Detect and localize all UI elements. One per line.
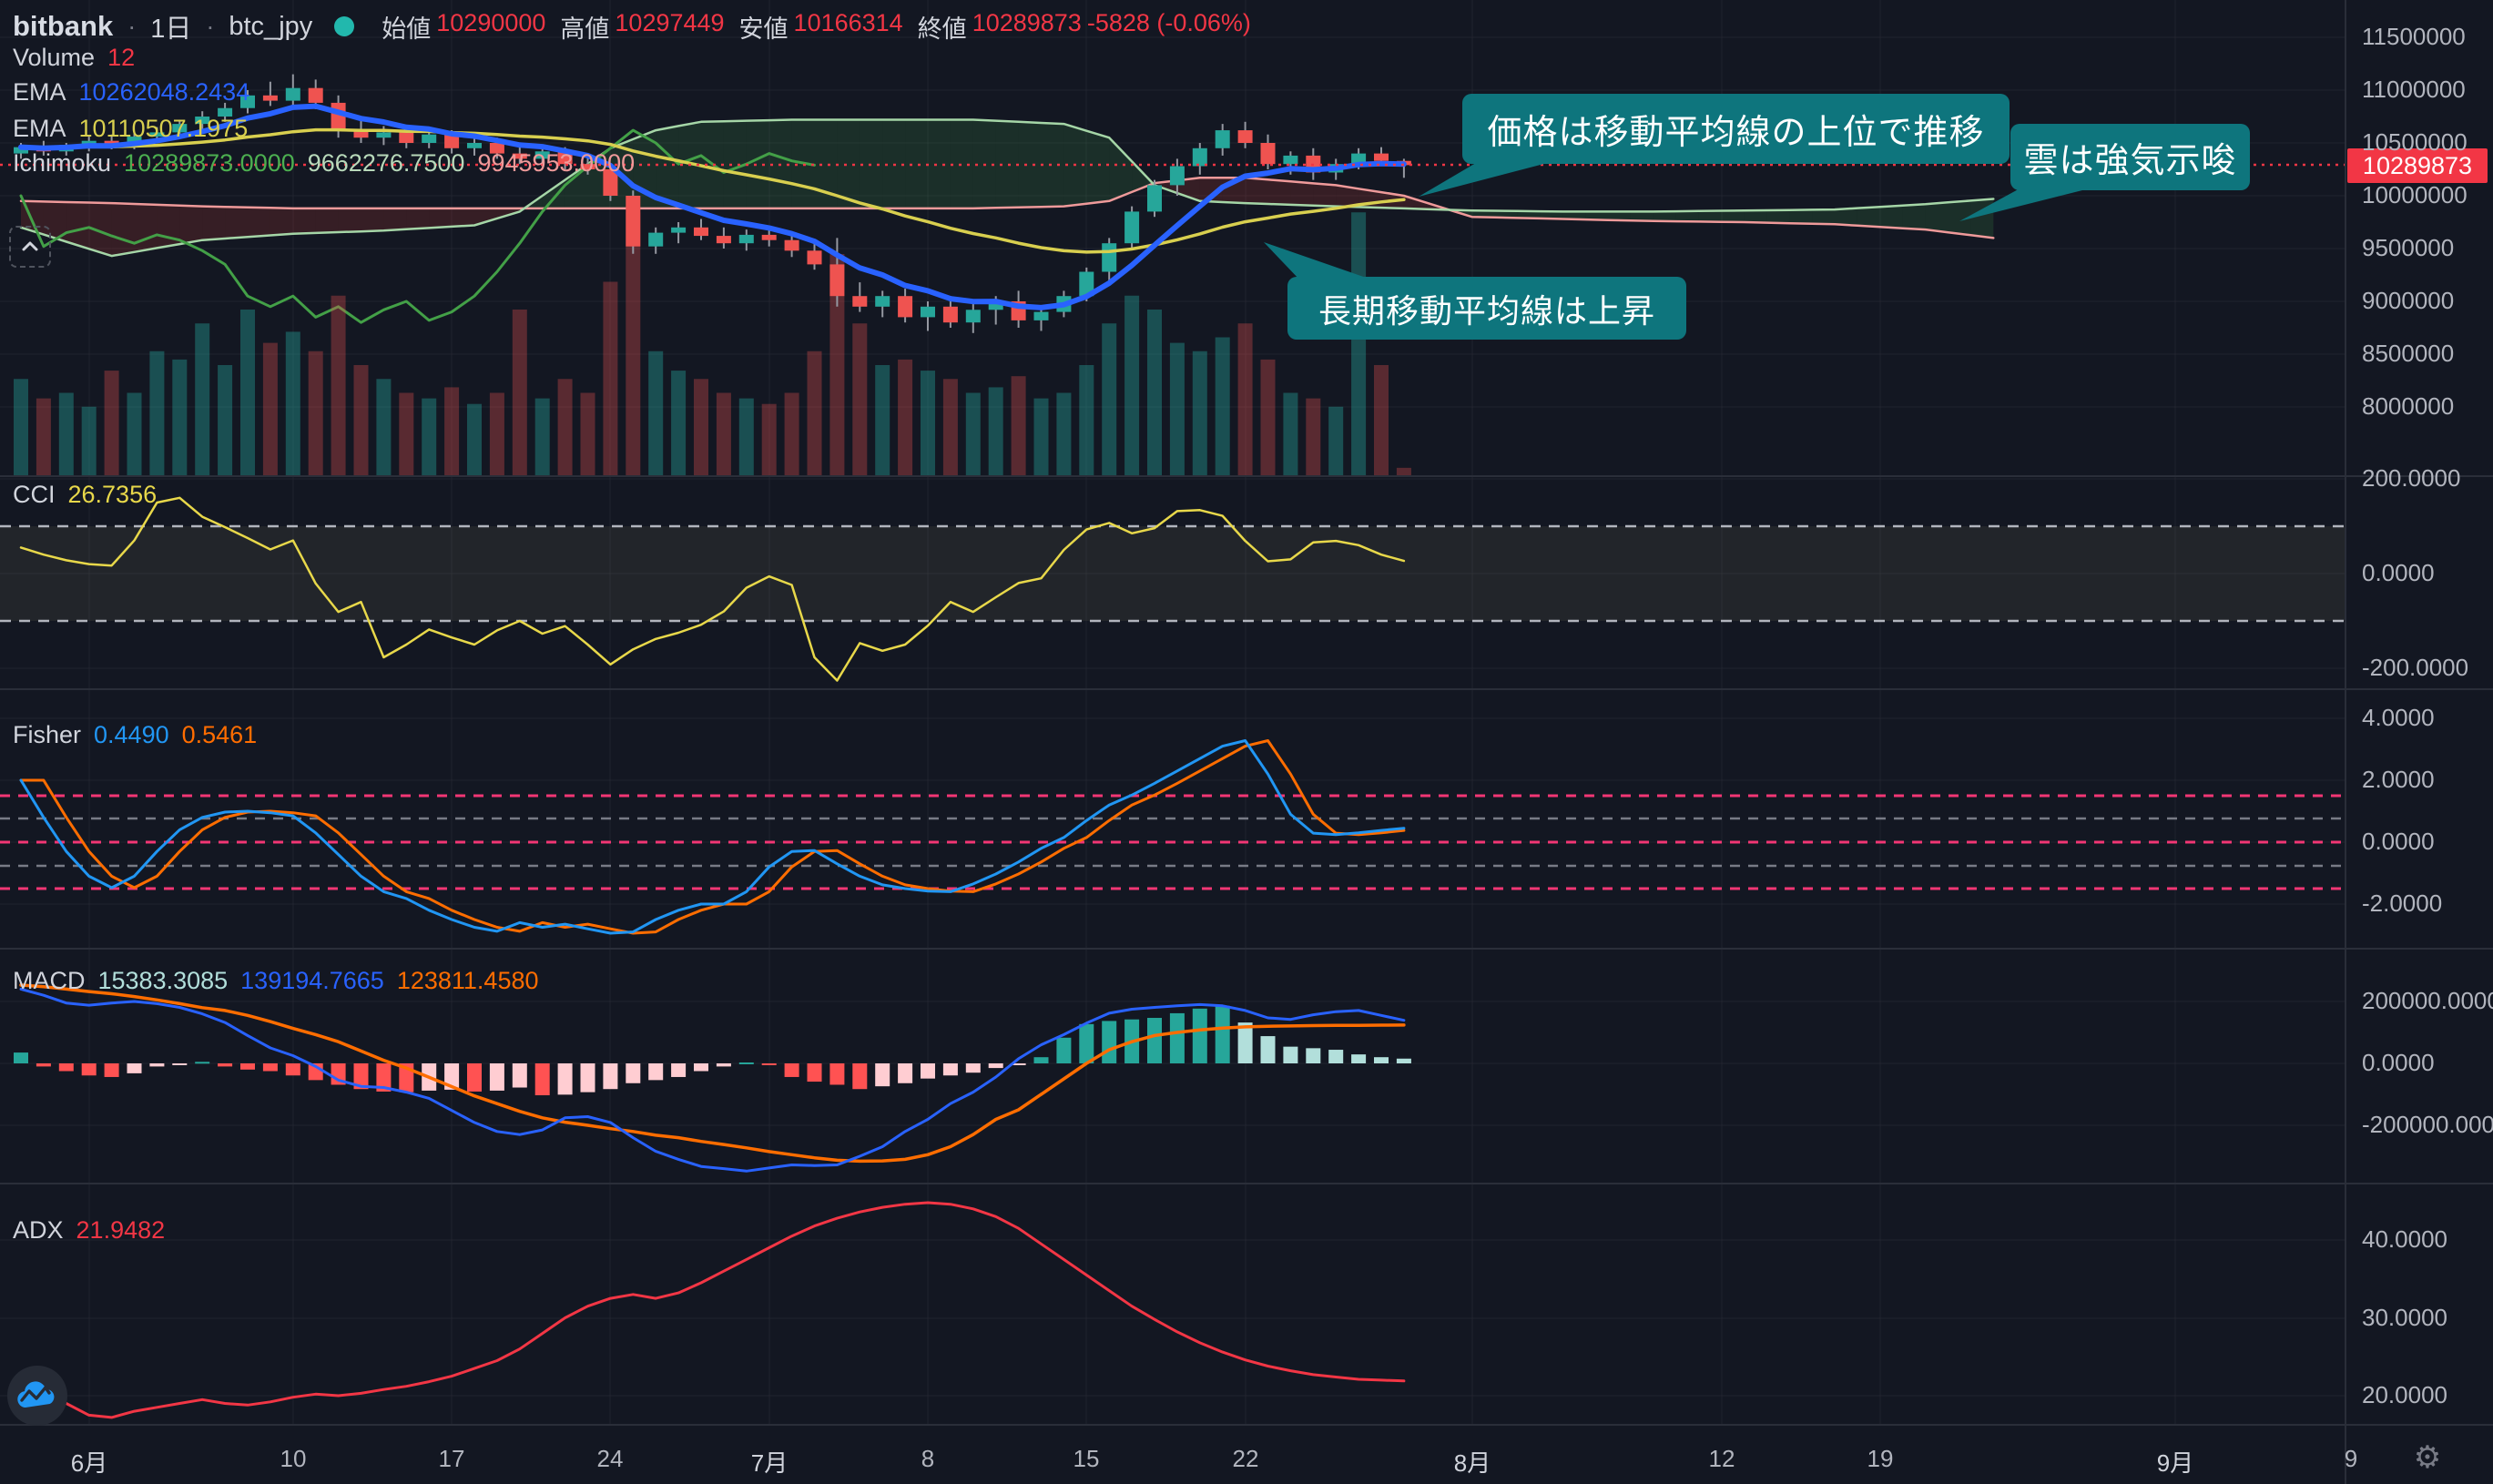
- cci-legend[interactable]: CCI 26.7356: [13, 481, 157, 509]
- price-axis-label: -200000.0000: [2362, 1111, 2493, 1138]
- close-value: 10289873: [972, 8, 1082, 36]
- price-axis-label: 30.0000: [2362, 1304, 2447, 1331]
- title-separator-2: ·: [206, 12, 215, 40]
- price-axis-label: 0.0000: [2362, 1049, 2435, 1076]
- open-label: 始値: [382, 15, 432, 43]
- volume-label: Volume: [13, 44, 96, 71]
- time-axis-label: 7月: [750, 1449, 789, 1477]
- ema-slow-legend[interactable]: EMA 10110507.1975: [13, 115, 248, 143]
- chevron-up-icon: [22, 241, 38, 251]
- macd-value-1: 15383.3085: [97, 967, 229, 994]
- price-axis-label: 10000000: [2362, 181, 2468, 208]
- fisher-legend[interactable]: Fisher 0.4490 0.5461: [13, 721, 257, 749]
- low-value: 10166314: [793, 8, 903, 36]
- interval-label: 1日: [150, 15, 192, 44]
- title-separator: ·: [127, 12, 137, 40]
- price-axis-label: 9500000: [2362, 234, 2455, 261]
- price-axis-label: -2.0000: [2362, 889, 2443, 917]
- last-price-label: 10289873: [2347, 148, 2488, 183]
- fisher-value-1: 0.4490: [94, 721, 169, 748]
- price-axis-label: 40.0000: [2362, 1225, 2447, 1253]
- close-label: 終値: [917, 15, 967, 43]
- time-axis-label: 22: [1232, 1445, 1259, 1472]
- adx-value: 21.9482: [76, 1216, 166, 1244]
- open-value: 10290000: [436, 8, 546, 36]
- ema-slow-label: EMA: [13, 115, 66, 142]
- annotation-text: 雲は強気示唆: [2023, 142, 2237, 180]
- ema-fast-label: EMA: [13, 78, 66, 106]
- volume-value: 12: [107, 44, 136, 71]
- low-label: 安値: [738, 15, 789, 43]
- time-axis-label: 9: [2344, 1445, 2358, 1472]
- macd-label: MACD: [13, 967, 86, 994]
- symbol-name: bitbank: [13, 10, 114, 42]
- time-axis[interactable]: ⚙ 6月 10 17 24 7月 8 15 22 8月 12 19 9月 9: [0, 1425, 2493, 1484]
- status-dot-icon: [334, 16, 355, 36]
- ichimoku-legend[interactable]: Ichimoku 10289873.0000 9662276.7500 9945…: [13, 149, 635, 178]
- annotation-text: 価格は移動平均線の上位で推移: [1487, 114, 1985, 152]
- ema-fast-value: 10262048.2434: [78, 78, 250, 106]
- price-axis-label: -200.0000: [2362, 654, 2469, 681]
- price-axis-label: 10500000: [2362, 128, 2468, 156]
- price-axis-label: 200000.0000: [2362, 987, 2493, 1014]
- time-axis-label: 15: [1073, 1445, 1100, 1472]
- ichimoku-value-1: 10289873.0000: [124, 149, 295, 177]
- ohlc-readout: 始値 10290000 高値 10297449 安値 10166314 終値 10289…: [382, 9, 1251, 45]
- time-axis-label: 19: [1867, 1445, 1894, 1472]
- chart-logo-button[interactable]: [7, 1366, 67, 1426]
- time-axis-label: 17: [438, 1445, 465, 1472]
- price-axis-label: 0.0000: [2362, 559, 2435, 586]
- time-axis-label: 24: [596, 1445, 624, 1472]
- price-axis-label: 20.0000: [2362, 1381, 2447, 1408]
- ichimoku-label: Ichimoku: [13, 149, 112, 177]
- time-axis-label: 9月: [2156, 1449, 2194, 1477]
- price-axis[interactable]: 10289873 11500000 11000000 10500000 1000000…: [2345, 0, 2493, 1484]
- price-axis-label: 4.0000: [2362, 704, 2435, 731]
- high-label: 高値: [560, 15, 610, 43]
- ichimoku-value-2: 9662276.7500: [307, 149, 465, 177]
- macd-value-3: 123811.4580: [396, 967, 539, 994]
- macd-value-2: 139194.7665: [240, 967, 384, 994]
- adx-legend[interactable]: ADX 21.9482: [13, 1216, 165, 1245]
- ema-slow-value: 10110507.1975: [78, 115, 249, 142]
- price-axis-label: 0.0000: [2362, 828, 2435, 855]
- time-axis-label: 8月: [1453, 1449, 1491, 1477]
- price-axis-label: 11500000: [2362, 23, 2466, 50]
- price-axis-label: 9000000: [2362, 287, 2455, 314]
- price-axis-label: 2.0000: [2362, 766, 2435, 793]
- adx-label: ADX: [13, 1216, 64, 1244]
- time-axis-label: 6月: [70, 1449, 108, 1477]
- annotation-bullish-cloud[interactable]: 雲は強気示唆: [2010, 124, 2250, 190]
- fisher-value-2: 0.5461: [181, 721, 258, 748]
- cloud-chart-icon: [17, 1381, 55, 1408]
- plot-content: [14, 74, 1995, 1419]
- pair-label: btc_jpy: [229, 11, 313, 41]
- cci-label: CCI: [13, 481, 56, 508]
- price-axis-label: 8500000: [2362, 340, 2455, 367]
- change-value: -5828 (-0.06%): [1086, 8, 1251, 36]
- gear-icon[interactable]: ⚙: [2413, 1440, 2442, 1475]
- annotation-price-above-ma[interactable]: 価格は移動平均線の上位で推移: [1462, 94, 2010, 164]
- ema-fast-legend[interactable]: EMA 10262048.2434: [13, 78, 249, 107]
- fisher-label: Fisher: [13, 721, 82, 748]
- annotation-text: 長期移動平均線は上昇: [1318, 291, 1655, 330]
- time-axis-label: 10: [280, 1445, 307, 1472]
- ichimoku-value-3: 9945953.0000: [477, 149, 636, 177]
- price-axis-label: 200.0000: [2362, 464, 2461, 492]
- price-axis-label: 8000000: [2362, 392, 2455, 420]
- macd-legend[interactable]: MACD 15383.3085 139194.7665 123811.4580: [13, 967, 539, 995]
- time-axis-label: 8: [921, 1445, 935, 1472]
- legend-collapse-button[interactable]: [9, 226, 51, 268]
- symbol-legend[interactable]: bitbank · 1日 · btc_jpy 始値 10290000 高値 1029…: [13, 7, 1251, 46]
- time-axis-label: 12: [1708, 1445, 1735, 1472]
- high-value: 10297449: [615, 8, 725, 36]
- cci-value: 26.7356: [67, 481, 158, 508]
- volume-legend[interactable]: Volume 12: [13, 44, 135, 72]
- annotation-longterm-ma-rising[interactable]: 長期移動平均線は上昇: [1287, 277, 1686, 340]
- price-axis-label: 11000000: [2362, 76, 2466, 103]
